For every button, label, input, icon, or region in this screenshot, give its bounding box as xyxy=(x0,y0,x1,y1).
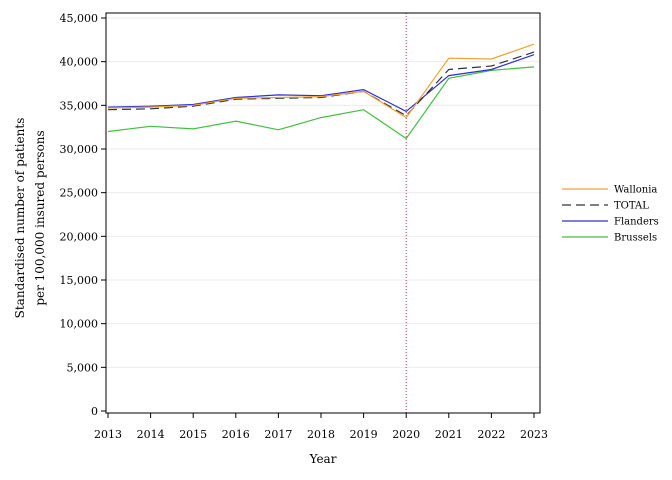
x-tick-label: 2014 xyxy=(137,428,165,441)
x-tick-label: 2015 xyxy=(179,428,207,441)
x-tick-label: 2013 xyxy=(94,428,122,441)
series-line-wallonia xyxy=(107,43,535,119)
x-tick-label: 2022 xyxy=(477,428,505,441)
legend-label-flanders: Flanders xyxy=(614,217,659,228)
y-axis-title-line-2: per 100,000 insured persons xyxy=(33,130,47,305)
y-tick-label: 25,000 xyxy=(60,187,99,200)
legend-label-total: TOTAL xyxy=(614,201,649,212)
x-tick-label: 2020 xyxy=(392,428,420,441)
series-lines xyxy=(107,43,535,140)
y-tick-label: 40,000 xyxy=(60,56,99,69)
y-tick-label: 35,000 xyxy=(60,99,99,112)
x-axis-title: Year xyxy=(309,452,337,466)
y-tick-label: 15,000 xyxy=(60,274,99,287)
y-tick-label: 45,000 xyxy=(60,12,99,25)
legend-label-brussels: Brussels xyxy=(614,233,657,244)
y-axis-title: Standardised number of patients per 100,… xyxy=(13,118,47,319)
x-tick-label: 2019 xyxy=(350,428,378,441)
y-tick-label: 10,000 xyxy=(60,318,99,331)
x-tick-label: 2017 xyxy=(264,428,292,441)
x-tick-label: 2021 xyxy=(435,428,463,441)
series-line-flanders xyxy=(107,54,535,113)
x-tick-label: 2023 xyxy=(520,428,548,441)
series-line-total xyxy=(107,51,535,117)
y-axis-title-line-1: Standardised number of patients xyxy=(13,118,27,319)
y-tick-label: 20,000 xyxy=(60,230,99,243)
x-tick-label: 2018 xyxy=(307,428,335,441)
legend: Wallonia TOTAL Flanders Brussels xyxy=(562,185,659,244)
plot-frame xyxy=(105,12,541,414)
y-tick-label: 5,000 xyxy=(67,361,99,374)
y-tick-label: 0 xyxy=(91,405,98,418)
x-tick-label: 2016 xyxy=(222,428,250,441)
legend-label-wallonia: Wallonia xyxy=(614,185,657,196)
y-tick-label: 30,000 xyxy=(60,143,99,156)
x-axis: 2013 2014 2015 2016 2017 2018 2019 2020 2021 2022… xyxy=(94,413,548,441)
y-axis: 0 5,000 10,000 15,000 20,000 25,000 30,000 35,0… xyxy=(60,12,106,418)
series-line-brussels xyxy=(107,66,535,140)
